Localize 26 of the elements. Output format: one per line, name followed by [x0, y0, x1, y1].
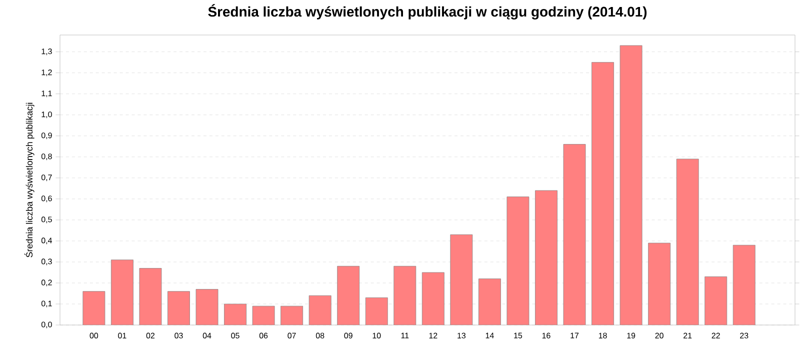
bar [620, 46, 642, 325]
bar [224, 304, 246, 325]
bar [732, 244, 756, 325]
bar [422, 272, 444, 325]
bar [280, 306, 303, 325]
bar [139, 268, 162, 325]
bar [676, 158, 699, 325]
bar [82, 291, 105, 325]
bar [309, 296, 332, 325]
bar [478, 278, 501, 325]
bar [366, 298, 388, 325]
chart-title: Średnia liczba wyświetlonych publikacji w ciągu godziny (2014.01) [208, 4, 647, 20]
bar [592, 62, 614, 325]
bar [111, 260, 134, 325]
bar [394, 266, 416, 325]
bar [564, 144, 586, 325]
bar [506, 196, 529, 325]
bar [648, 243, 670, 325]
y-axis-title: Średnia liczba wyświetlonych publikacji [24, 102, 34, 258]
bar [196, 289, 218, 325]
bar [535, 190, 558, 325]
bar [704, 276, 727, 325]
bar [450, 234, 472, 325]
bar [252, 306, 275, 325]
bar [337, 266, 360, 325]
bar [168, 291, 190, 325]
